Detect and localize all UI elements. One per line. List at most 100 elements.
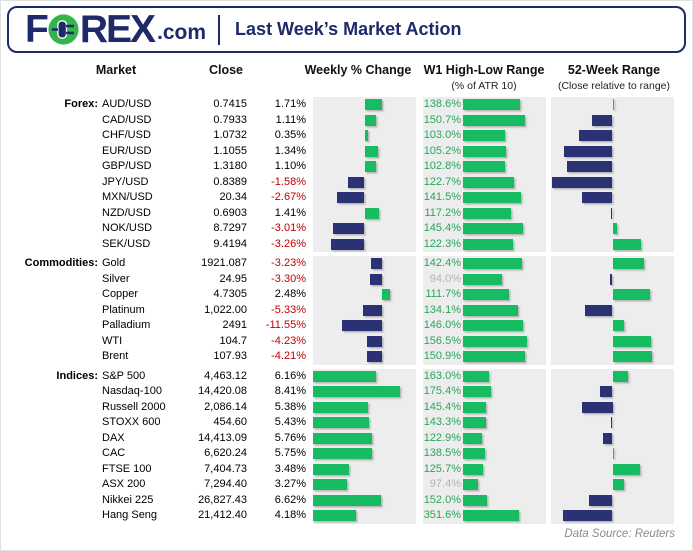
w1-pct-value: 97.4% — [429, 478, 461, 490]
w1-pct-value: 145.4% — [423, 222, 461, 234]
w1-range-bar — [463, 238, 514, 250]
weekly-pct-value: 2.48% — [274, 288, 306, 300]
weekly-change-bar — [367, 351, 382, 363]
w1-pct-value: 125.7% — [423, 462, 461, 475]
weekly-change-bar — [313, 370, 377, 382]
market-name: AUD/USD — [102, 98, 152, 110]
weekly-change-bar — [313, 386, 400, 398]
w1-range-bar — [463, 176, 514, 188]
w1-range-cell: 103.0% — [423, 128, 546, 144]
w1-range-bar — [463, 114, 526, 126]
table-row: CAD/USD 0.7933 1.11% 150.7% — [1, 113, 692, 129]
w1-pct-value: 163.0% — [423, 369, 461, 382]
range52-bar — [610, 207, 613, 219]
table-row: Hang Seng 21,412.40 4.18% 351.6% — [1, 508, 692, 524]
table-row: Commodities: Gold 1921.087 -3.23% 142.4% — [1, 256, 692, 272]
weekly-change-bar — [336, 192, 365, 204]
weekly-change-bar — [313, 494, 382, 506]
weekly-bar-cell — [313, 400, 416, 416]
weekly-pct-value: -4.23% — [271, 334, 306, 347]
w1-pct-value: 145.4% — [423, 400, 461, 413]
market-name: NOK/USD — [102, 222, 153, 234]
col-header-w1-range: W1 High-Low Range — [423, 63, 545, 77]
range52-bar — [566, 161, 613, 173]
weekly-pct-value: -3.26% — [271, 237, 306, 250]
table-row: Nasdaq-100 14,420.08 8.41% 175.4% — [1, 384, 692, 400]
range52-cell — [551, 144, 674, 160]
w1-pct-value: 134.1% — [423, 303, 461, 316]
range52-bar — [612, 479, 624, 491]
w1-range-cell: 141.5% — [423, 190, 546, 206]
w1-pct-value: 117.2% — [424, 206, 462, 219]
col-subheader-close-relative: (Close relative to range) — [557, 80, 671, 92]
range52-cell — [551, 287, 674, 303]
weekly-bar-cell — [313, 287, 416, 303]
weekly-pct-value: -3.23% — [271, 257, 306, 269]
table-row: STOXX 600 454.60 5.43% 143.3% — [1, 415, 692, 431]
market-name: FTSE 100 — [102, 462, 152, 475]
range52-cell — [551, 159, 674, 175]
w1-range-bar — [463, 258, 522, 270]
weekly-pct-value: 5.43% — [274, 416, 306, 428]
range52-cell — [551, 334, 674, 350]
market-name: Copper — [102, 288, 139, 300]
weekly-pct-value: -2.67% — [271, 191, 306, 203]
table-row: CAC 6,620.24 5.75% 138.5% — [1, 446, 692, 462]
market-name: NZD/USD — [102, 206, 151, 219]
range52-bar — [579, 130, 613, 142]
w1-pct-value: 156.5% — [423, 334, 461, 347]
market-name: Nasdaq-100 — [102, 385, 162, 397]
logo-letter-f: F — [25, 8, 49, 51]
weekly-change-bar — [364, 130, 369, 142]
range52-cell — [551, 175, 674, 191]
weekly-pct-value: -1.58% — [271, 175, 306, 188]
close-value: 4.7305 — [213, 288, 247, 300]
market-name: Gold — [102, 257, 126, 269]
w1-range-bar — [463, 161, 506, 173]
w1-range-bar — [463, 320, 524, 332]
range52-bar — [612, 99, 614, 111]
w1-range-cell: 142.4% — [423, 256, 546, 272]
weekly-change-bar — [313, 479, 347, 491]
w1-range-bar — [463, 335, 528, 347]
section-indices: Indices: S&P 500 4,463.12 6.16% 163.0% Nasdaq… — [1, 368, 692, 524]
section-label: Forex: — [64, 98, 98, 110]
range52-bar — [610, 273, 613, 285]
range52-bar — [612, 238, 641, 250]
header-divider — [218, 14, 221, 45]
w1-range-cell: 122.9% — [423, 431, 546, 447]
w1-range-bar — [463, 273, 502, 285]
weekly-change-bar — [330, 238, 365, 250]
table-row: JPY/USD 0.8389 -1.58% 122.7% — [1, 175, 692, 191]
w1-range-bar — [463, 463, 483, 475]
header: F REX .com Last Week’s Market Action — [7, 6, 686, 53]
range52-bar — [612, 351, 652, 363]
close-value: 6,620.24 — [204, 447, 247, 459]
w1-pct-value: 103.0% — [423, 129, 461, 141]
w1-pct-value: 105.2% — [423, 144, 461, 157]
table-row: Platinum 1,022.00 -5.33% 134.1% — [1, 303, 692, 319]
close-value: 1.1055 — [213, 144, 247, 157]
close-value: 1,022.00 — [204, 303, 247, 316]
w1-pct-value: 111.7% — [425, 288, 461, 300]
weekly-bar-cell — [313, 431, 416, 447]
range52-bar — [588, 494, 613, 506]
w1-range-cell: 145.4% — [423, 221, 546, 237]
range52-cell — [551, 237, 674, 253]
weekly-bar-cell — [313, 128, 416, 144]
w1-range-bar — [463, 417, 486, 429]
weekly-pct-value: 5.75% — [274, 447, 306, 459]
table-row: Copper 4.7305 2.48% 111.7% — [1, 287, 692, 303]
weekly-change-bar — [363, 304, 382, 316]
close-value: 1.3180 — [213, 160, 247, 172]
w1-range-bar — [463, 370, 489, 382]
close-value: 8.7297 — [213, 222, 247, 234]
range52-bar — [612, 463, 641, 475]
close-value: 0.8389 — [213, 175, 247, 188]
section-forex: Forex: AUD/USD 0.7415 1.71% 138.6% CAD/USD 0.7… — [1, 97, 692, 253]
w1-range-bar — [463, 479, 479, 491]
range52-cell — [551, 97, 674, 113]
range52-cell — [551, 190, 674, 206]
market-name: Nikkei 225 — [102, 493, 154, 506]
bar-panel — [551, 368, 674, 524]
